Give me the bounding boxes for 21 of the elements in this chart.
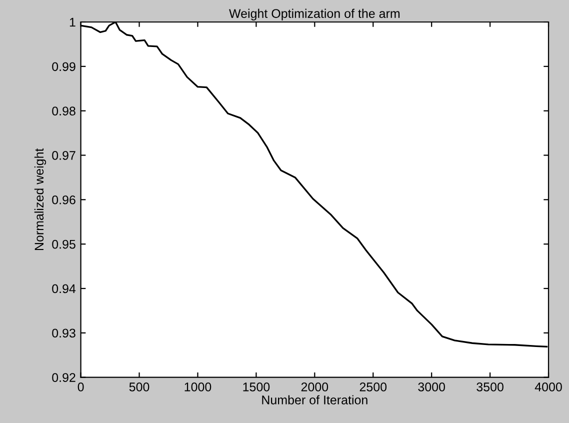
x-tick-label: 2500 (360, 382, 387, 392)
y-tick-label: 0.94 (52, 284, 76, 294)
x-tick-label: 3500 (476, 382, 504, 392)
x-tick-label: 500 (129, 382, 150, 392)
x-axis-title: Number of Iteration (262, 395, 368, 404)
y-tick-label: 1 (70, 18, 76, 27)
x-tick-label: 0 (78, 382, 84, 392)
y-axis-title: Normalized weight (34, 148, 46, 250)
x-tick-label: 3000 (418, 382, 446, 392)
x-tick-label: 4000 (534, 382, 562, 392)
y-tick-label: 0.97 (52, 151, 76, 160)
y-tick-label: 0.98 (52, 106, 76, 116)
x-tick-label: 2000 (301, 382, 328, 392)
y-tick-label: 0.95 (52, 240, 76, 249)
chart-title: Weight Optimization of the arm (229, 8, 400, 20)
x-tick-label: 1500 (243, 382, 270, 392)
y-tick-label: 0.93 (52, 328, 76, 338)
y-tick-label: 0.96 (52, 195, 76, 204)
x-tick-label: 1000 (184, 382, 212, 392)
y-tick-label: 0.99 (52, 62, 76, 72)
y-tick-label: 0.92 (52, 373, 76, 382)
